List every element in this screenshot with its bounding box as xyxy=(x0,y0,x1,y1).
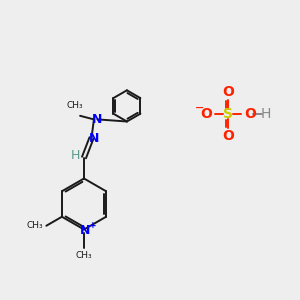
Text: −: − xyxy=(195,102,205,112)
Text: O: O xyxy=(222,85,234,99)
Text: N: N xyxy=(89,131,100,145)
Text: O: O xyxy=(222,129,234,143)
Text: H: H xyxy=(261,107,271,121)
Text: H: H xyxy=(70,148,80,162)
Text: CH₃: CH₃ xyxy=(67,101,83,110)
Text: O: O xyxy=(244,107,256,121)
Text: O: O xyxy=(200,107,212,121)
Text: CH₃: CH₃ xyxy=(76,251,92,260)
Text: S: S xyxy=(223,107,233,121)
Text: +: + xyxy=(88,221,96,230)
Text: CH₃: CH₃ xyxy=(26,221,43,230)
Text: N: N xyxy=(80,224,91,238)
Text: N: N xyxy=(92,113,102,126)
